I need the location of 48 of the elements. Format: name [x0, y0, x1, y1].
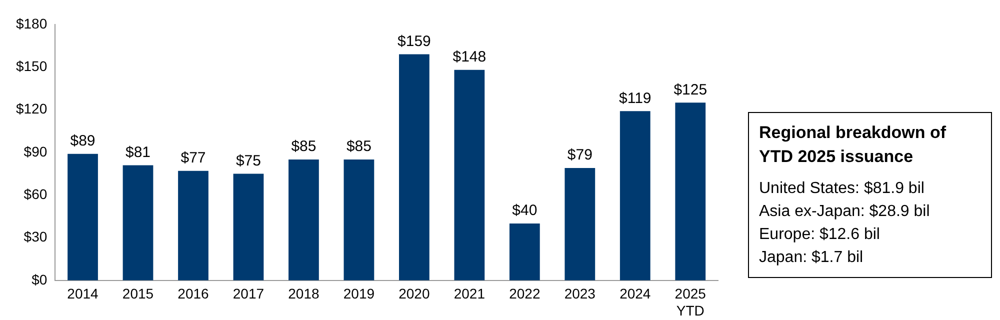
data-label: $125 — [674, 81, 708, 98]
bar — [68, 154, 98, 280]
text: Asia ex-Japan: $28.9 bil — [759, 202, 931, 222]
text: Europe: $12.6 bil — [759, 225, 881, 245]
data-label: $85 — [346, 138, 372, 156]
data-label: $119 — [619, 90, 652, 107]
y-tick-label: $30 — [24, 228, 48, 245]
x-tick-label: 2020 — [398, 286, 430, 302]
x-tick-label: 2018 — [288, 286, 320, 302]
text: Japan: $1.7 bil — [759, 248, 864, 268]
x-tick-label: 2021 — [454, 286, 486, 302]
y-tick-label: $120 — [16, 100, 48, 117]
data-label: $77 — [180, 150, 206, 167]
bar — [122, 165, 154, 280]
x-tick-label: 2017 — [232, 286, 264, 302]
x-tick-label: 2024 — [620, 286, 651, 302]
bar — [178, 170, 208, 280]
bar — [233, 174, 264, 280]
data-label: $89 — [70, 132, 96, 150]
x-tick-label: 2015 — [122, 286, 154, 302]
bar — [454, 70, 485, 280]
data-label: $81 — [125, 144, 151, 161]
x-tick-label: 2022 — [509, 286, 540, 302]
text: Regional breakdown of YTD 2025 issuance — [759, 122, 948, 168]
data-label: $159 — [398, 32, 431, 50]
x-tick-label: 2014 — [67, 286, 99, 302]
data-label: $148 — [452, 48, 486, 66]
data-label: $85 — [291, 138, 316, 156]
y-tick-label: $150 — [16, 58, 48, 74]
bar — [564, 168, 596, 280]
bar — [399, 54, 430, 280]
y-tick-label: $90 — [24, 143, 48, 160]
data-label: $75 — [236, 152, 261, 170]
x-tick-label: 2025 YTD — [674, 286, 706, 318]
y-tick-label: $60 — [24, 186, 48, 202]
bar — [344, 160, 374, 280]
bar — [620, 111, 650, 280]
bar — [675, 102, 706, 280]
text: United States: $81.9 bil — [759, 179, 926, 199]
x-tick-label: 2019 — [343, 286, 375, 302]
data-label: $40 — [512, 202, 538, 220]
y-tick-label: $0 — [32, 271, 48, 288]
data-label: $79 — [567, 146, 592, 164]
x-tick-label: 2016 — [178, 286, 210, 302]
bar — [288, 160, 319, 280]
y-tick-label: $180 — [16, 15, 48, 32]
x-tick-label: 2023 — [564, 286, 596, 302]
bar — [509, 224, 540, 280]
